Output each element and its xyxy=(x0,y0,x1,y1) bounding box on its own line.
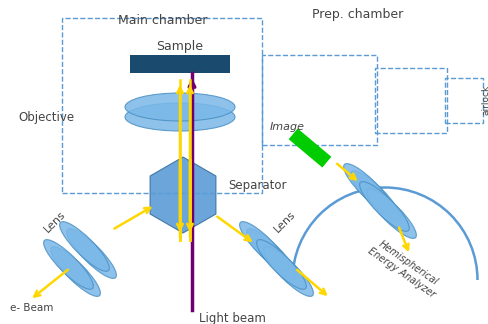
Ellipse shape xyxy=(125,103,235,131)
Text: Sample: Sample xyxy=(156,40,203,53)
Ellipse shape xyxy=(246,229,296,278)
Text: Separator: Separator xyxy=(227,179,286,191)
Text: Lens: Lens xyxy=(42,209,67,235)
Ellipse shape xyxy=(256,239,305,289)
Polygon shape xyxy=(150,157,216,233)
Ellipse shape xyxy=(60,222,109,271)
Text: e- Beam: e- Beam xyxy=(10,303,53,313)
Text: airlock: airlock xyxy=(481,85,488,115)
Ellipse shape xyxy=(239,222,289,271)
Text: Image: Image xyxy=(269,122,305,132)
Ellipse shape xyxy=(343,164,392,213)
Text: Prep. chamber: Prep. chamber xyxy=(312,8,403,21)
Text: Light beam: Light beam xyxy=(198,312,265,324)
FancyBboxPatch shape xyxy=(288,129,331,168)
Ellipse shape xyxy=(263,247,313,296)
Ellipse shape xyxy=(366,189,416,238)
Ellipse shape xyxy=(350,171,400,220)
Ellipse shape xyxy=(51,247,100,296)
Text: Hemispherical
Energy Analyzer: Hemispherical Energy Analyzer xyxy=(366,236,443,300)
Text: Objective: Objective xyxy=(18,111,74,124)
FancyBboxPatch shape xyxy=(130,55,229,73)
Ellipse shape xyxy=(359,181,408,231)
Ellipse shape xyxy=(125,93,235,121)
Ellipse shape xyxy=(43,239,93,289)
Ellipse shape xyxy=(66,229,116,278)
Text: Lens: Lens xyxy=(271,209,297,235)
Text: Main chamber: Main chamber xyxy=(118,14,207,27)
